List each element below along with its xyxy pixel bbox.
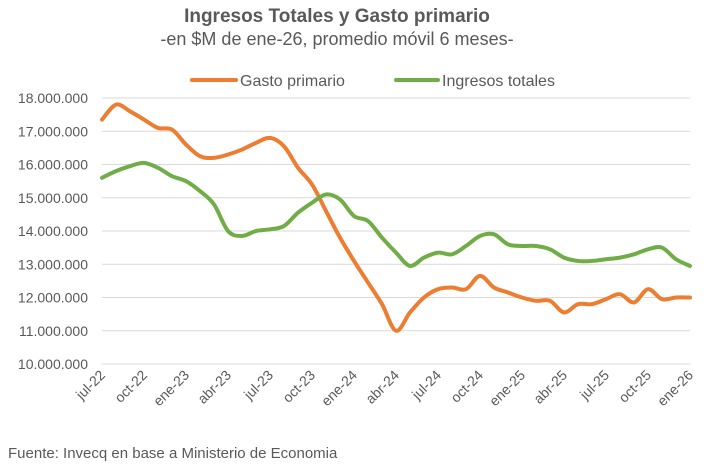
y-tick-label: 17.000.000 (18, 123, 88, 139)
legend-label-ingresos: Ingresos totales (442, 73, 555, 90)
y-tick-label: 16.000.000 (18, 157, 88, 173)
x-tick-label: ene-24 (318, 367, 360, 409)
x-tick-label: jul-24 (408, 367, 444, 403)
x-tick-label: oct-25 (615, 367, 654, 406)
y-axis-ticks: 10.000.000 11.000.000 12.000.000 13.000.000… (18, 90, 88, 372)
x-tick-label: jul-23 (240, 367, 276, 403)
x-tick-label: oct-22 (111, 367, 150, 406)
grid (102, 97, 690, 365)
x-tick-label: ene-26 (654, 367, 696, 409)
series-line-ingresos-totales (100, 160, 692, 268)
y-tick-label: 10.000.000 (18, 356, 88, 372)
y-tick-label: 18.000.000 (18, 90, 88, 106)
x-tick-label: abr-23 (194, 367, 234, 407)
x-tick-label: oct-24 (447, 367, 486, 406)
y-tick-label: 15.000.000 (18, 190, 88, 206)
x-tick-label: abr-24 (362, 367, 402, 407)
x-tick-label: abr-25 (530, 367, 570, 407)
series-line-gasto-primario (100, 102, 692, 333)
source-note: Fuente: Invecq en base a Ministerio de E… (8, 445, 338, 462)
y-tick-label: 11.000.000 (19, 323, 88, 339)
legend-label-gasto: Gasto primario (240, 73, 345, 90)
series-lines (100, 102, 692, 333)
legend: Gasto primario Ingresos totales (190, 73, 555, 90)
x-tick-label: oct-23 (279, 367, 318, 406)
x-tick-label: ene-25 (486, 367, 528, 409)
y-tick-label: 13.000.000 (18, 256, 88, 272)
x-tick-label: ene-23 (150, 367, 192, 409)
y-tick-label: 12.000.000 (18, 290, 88, 306)
x-axis-ticks: jul-22 oct-22 ene-23 abr-23 jul-23 oct-23 ene-… (72, 367, 696, 409)
x-tick-label: jul-22 (72, 367, 108, 403)
y-tick-label: 14.000.000 (18, 223, 88, 239)
chart-title: Ingresos Totales y Gasto primario (184, 6, 490, 27)
chart-subtitle: -en $M de ene-26, promedio móvil 6 meses… (160, 29, 513, 49)
x-tick-label: jul-25 (576, 367, 612, 403)
